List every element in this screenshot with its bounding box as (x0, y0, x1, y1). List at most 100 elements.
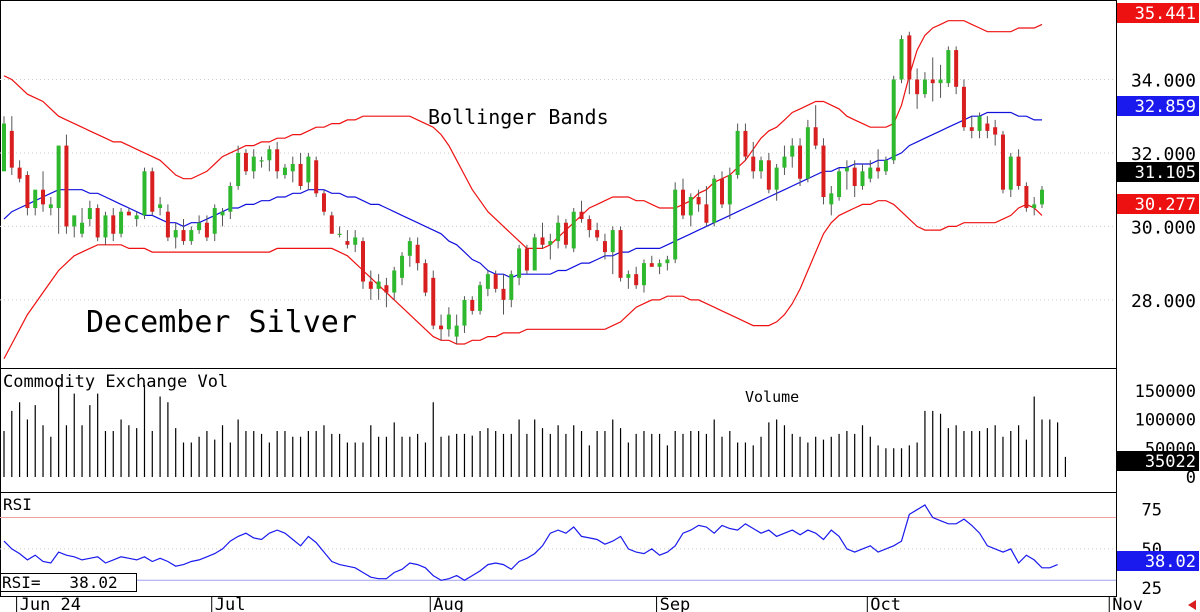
candle-body (946, 50, 951, 84)
candle-body (532, 237, 537, 271)
candlestick (33, 189, 38, 216)
candlestick (353, 230, 358, 253)
candlestick (649, 255, 654, 267)
candlestick (595, 222, 600, 242)
candlestick (158, 197, 163, 216)
candle-body (431, 277, 436, 326)
bb-upper-tag-text: 35.441 (1135, 4, 1196, 24)
candlestick (165, 204, 170, 242)
candlestick (899, 35, 904, 84)
candlestick (680, 178, 685, 220)
candlestick (626, 270, 631, 289)
candle-body (602, 241, 607, 253)
candle-body (634, 274, 639, 286)
candle-body (189, 230, 194, 242)
candle-body (353, 237, 358, 245)
candle-body (251, 156, 256, 172)
candle-body (821, 145, 826, 198)
candlestick (1032, 197, 1037, 216)
candlestick (329, 211, 334, 234)
candle-body (517, 248, 522, 278)
candle-body (571, 211, 576, 249)
candle-body (587, 219, 592, 231)
candlestick (571, 208, 576, 253)
candle-body (150, 171, 155, 212)
candle-body (540, 237, 545, 245)
candlestick (587, 215, 592, 238)
candle-body (212, 208, 217, 234)
sma-tag-text: 32.859 (1135, 97, 1196, 117)
candlestick (454, 314, 459, 344)
candlestick (470, 296, 475, 315)
candle-body (290, 163, 295, 172)
candle-body (899, 39, 904, 80)
candlestick (361, 237, 366, 289)
candlestick (1024, 182, 1029, 212)
candle-body (87, 208, 92, 220)
rsi-series-line (3, 504, 1058, 582)
candle-body (134, 215, 139, 220)
candle-body (345, 241, 350, 245)
candle-body (228, 186, 233, 212)
x-axis-label: Jun 24 (20, 595, 81, 612)
scroll-right-arrow-icon[interactable] (1188, 600, 1196, 610)
candle-body (1040, 189, 1044, 205)
candlestick (532, 233, 537, 271)
volume-tick-label: 0 (1186, 468, 1196, 488)
candle-body (298, 163, 303, 186)
x-axis-label: Sep (660, 595, 691, 612)
candle-body (579, 211, 584, 220)
candle-body (704, 204, 709, 223)
candle-body (501, 288, 506, 300)
candle-body (321, 193, 326, 212)
candle-body (478, 285, 483, 311)
candlestick (868, 160, 873, 183)
candlestick (602, 233, 607, 260)
candle-body (282, 167, 287, 175)
candle-body (844, 167, 849, 172)
candlestick (548, 233, 553, 260)
candlestick (48, 197, 53, 216)
candle-body (641, 263, 646, 286)
candle-body (329, 215, 334, 234)
candlestick (415, 237, 420, 271)
candlestick (618, 226, 623, 282)
candle-body (80, 222, 85, 234)
candlestick (657, 259, 662, 275)
candlestick (782, 145, 787, 175)
candle-body (111, 215, 116, 234)
candle-body (735, 130, 740, 175)
candle-body (446, 314, 451, 330)
close-tag-box (1117, 162, 1199, 182)
candlestick (212, 204, 217, 242)
candlestick (345, 230, 350, 249)
price-last-value-tags: 35.441 32.859 31.105 30.277 (1117, 3, 1199, 215)
candlestick (493, 270, 498, 293)
candlestick (41, 171, 46, 212)
price-tick-label: 34.000 (1131, 70, 1196, 91)
rsi-legend-text: RSI= 38.02 (2, 573, 118, 592)
candlestick (501, 274, 506, 315)
candle-body (907, 35, 912, 80)
candlestick (314, 156, 319, 198)
candle-body (56, 145, 61, 209)
price-tick-label: 28.000 (1131, 291, 1196, 312)
candlestick (485, 270, 490, 297)
candlestick (1000, 130, 1005, 194)
candle-body (2, 123, 6, 172)
candle-body (361, 241, 366, 282)
candle-body (798, 145, 803, 179)
candlestick (524, 244, 529, 275)
candlestick (423, 259, 428, 297)
candle-body (649, 263, 654, 267)
candlestick (720, 171, 725, 209)
panel-frames (0, 0, 1117, 597)
candle-body (1008, 156, 1013, 190)
candlestick (407, 237, 412, 267)
candle-body (275, 149, 280, 172)
candle-body (993, 127, 998, 135)
volume-last-value-tag: 35022 (1117, 451, 1199, 472)
price-tick-label: 32.000 (1131, 144, 1196, 165)
